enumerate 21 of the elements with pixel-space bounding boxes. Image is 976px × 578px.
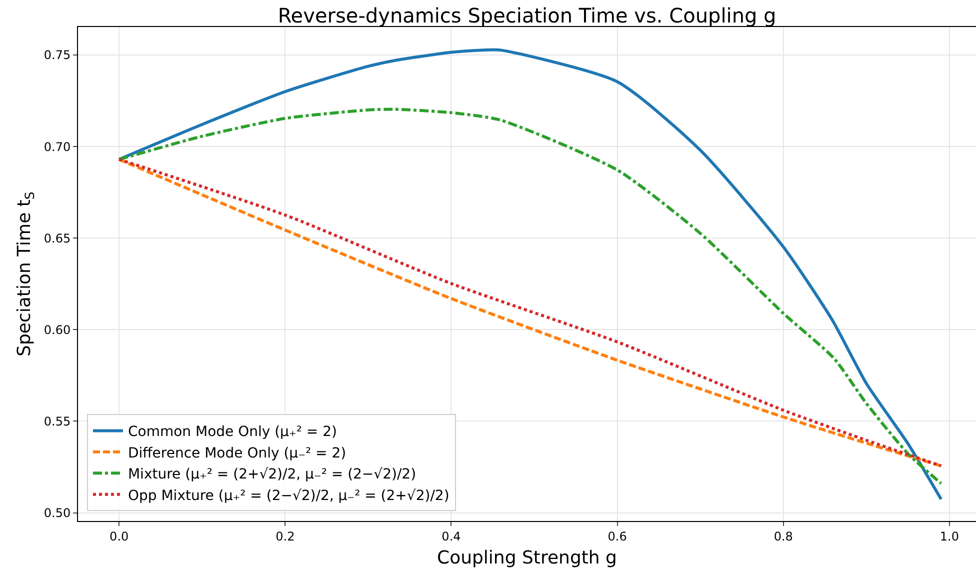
legend-label: Opp Mixture (μ₊² = (2−√2)/2, μ₋² = (2+√2)/2) — [128, 488, 450, 504]
chart-title: Reverse-dynamics Speciation Time vs. Coupling g — [278, 4, 776, 28]
legend-label: Mixture (μ₊² = (2+√2)/2, μ₋² = (2−√2)/2) — [128, 466, 416, 483]
x-tick-label: 0.6 — [608, 529, 627, 544]
x-tick-label: 0.4 — [442, 529, 461, 544]
x-tick-label: 1.0 — [940, 529, 959, 544]
y-tick-label: 0.65 — [44, 231, 71, 246]
line-series — [118, 158, 943, 468]
y-tick-label: 0.50 — [44, 506, 71, 520]
line-series — [118, 108, 943, 485]
y-tick-label: 0.75 — [44, 48, 71, 62]
y-tick-label: 0.70 — [44, 140, 71, 154]
x-axis-title: Coupling Strength g — [437, 548, 617, 568]
x-tick-label: 0.0 — [110, 529, 129, 544]
x-tick-label: 0.2 — [276, 529, 295, 544]
legend-label: Difference Mode Only (μ₋² = 2) — [128, 445, 346, 462]
y-tick-label: 0.60 — [44, 322, 71, 337]
x-tick-label: 0.8 — [774, 529, 793, 544]
y-tick-label: 0.55 — [44, 414, 71, 428]
legend-label: Common Mode Only (μ₊² = 2) — [128, 424, 337, 440]
line-series — [118, 48, 943, 501]
